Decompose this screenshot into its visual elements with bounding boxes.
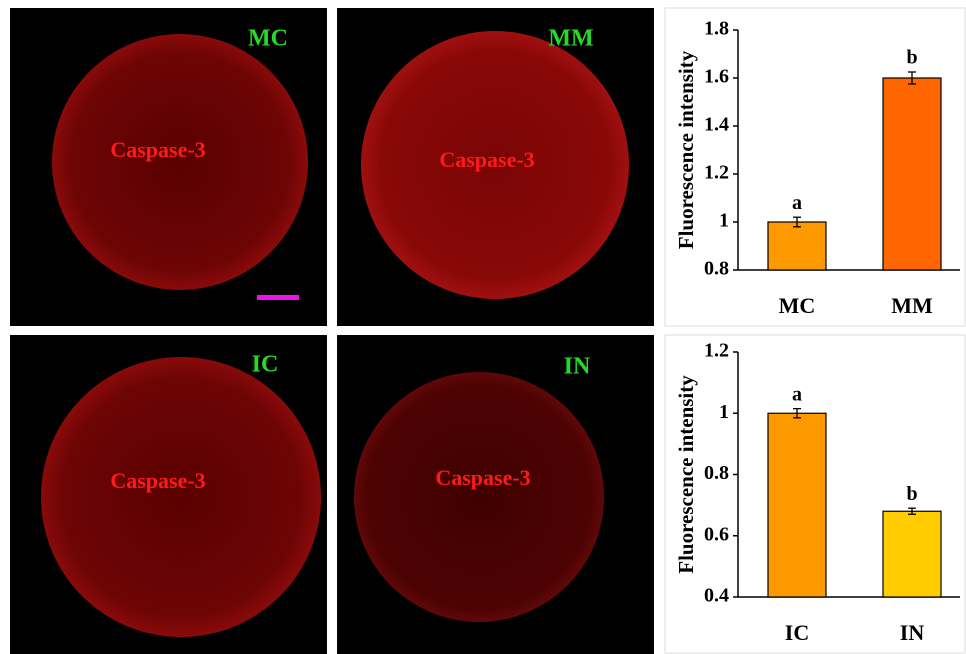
y-tick-label: 1.2 bbox=[704, 340, 729, 362]
x-tick-label: MM bbox=[891, 293, 933, 318]
bar bbox=[883, 78, 941, 270]
panel-label: IN bbox=[564, 354, 591, 380]
significance-label: a bbox=[792, 383, 802, 405]
y-tick-label: 1.4 bbox=[704, 114, 729, 136]
stain-label: Caspase-3 bbox=[110, 137, 205, 162]
y-tick-label: 1.8 bbox=[704, 18, 729, 40]
micrograph: MM Caspase-3 bbox=[337, 8, 654, 326]
stain-label: Caspase-3 bbox=[110, 468, 205, 493]
y-tick-label: 0.8 bbox=[704, 462, 729, 484]
significance-label: a bbox=[792, 192, 802, 214]
micrograph: MC Caspase-3 bbox=[10, 8, 327, 326]
significance-label: b bbox=[906, 47, 917, 69]
y-tick-label: 0.4 bbox=[704, 585, 729, 607]
scale-bar bbox=[257, 295, 299, 300]
micrograph: IC Caspase-3 bbox=[10, 335, 327, 654]
bar bbox=[768, 413, 826, 597]
bar bbox=[768, 222, 826, 270]
y-tick-label: 1.2 bbox=[704, 162, 729, 184]
panel-label: MM bbox=[548, 26, 593, 52]
y-tick-label: 0.6 bbox=[704, 523, 729, 545]
significance-label: b bbox=[906, 483, 917, 505]
y-axis-label: Fluorescence intensity bbox=[674, 375, 698, 574]
stain-label: Caspase-3 bbox=[439, 147, 534, 172]
micrograph: IN Caspase-3 bbox=[337, 335, 654, 654]
y-tick-label: 1 bbox=[719, 210, 729, 232]
y-tick-label: 0.8 bbox=[704, 258, 729, 280]
x-tick-label: IN bbox=[900, 620, 925, 645]
stain-label: Caspase-3 bbox=[435, 465, 530, 490]
panel-label: IC bbox=[252, 352, 279, 378]
y-tick-label: 1 bbox=[719, 401, 729, 423]
x-tick-label: IC bbox=[785, 620, 809, 645]
y-tick-label: 1.6 bbox=[704, 66, 729, 88]
bar bbox=[883, 511, 941, 597]
x-tick-label: MC bbox=[779, 293, 816, 318]
y-axis-label: Fluorescence intensity bbox=[674, 50, 698, 249]
panel-label: MC bbox=[248, 26, 288, 52]
figure: MC Caspase-3 MM Caspase-3 IC Caspase-3 I… bbox=[0, 0, 966, 654]
